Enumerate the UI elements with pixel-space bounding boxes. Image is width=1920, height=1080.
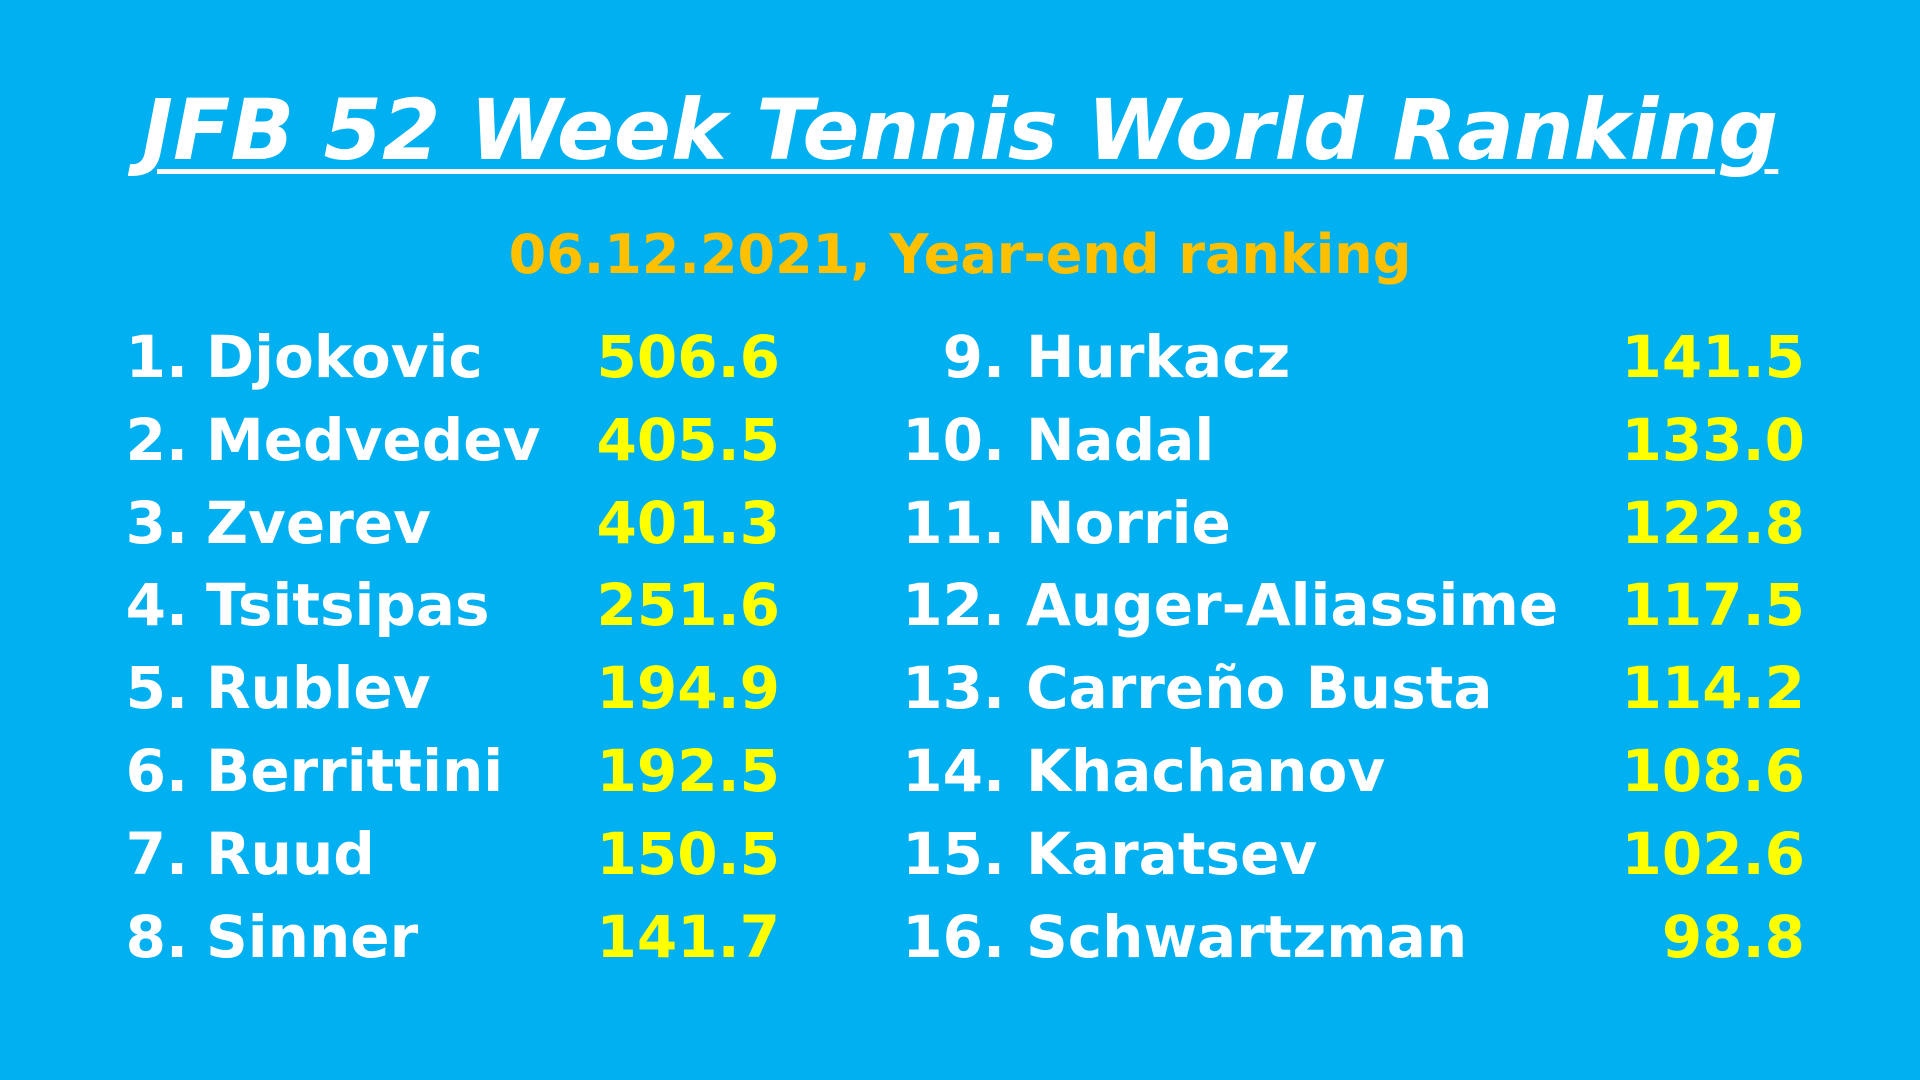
points: 405.5 bbox=[596, 405, 780, 474]
points: 98.8 bbox=[1661, 902, 1805, 971]
points: 117.5 bbox=[1621, 571, 1805, 640]
points: 506.6 bbox=[596, 323, 780, 391]
rank: 9. bbox=[942, 323, 1005, 391]
player-name: Rublev bbox=[206, 654, 431, 723]
rank: 3. bbox=[125, 488, 188, 557]
rank: 14. bbox=[902, 737, 1005, 805]
rank: 10. bbox=[902, 405, 1005, 474]
rank: 2. bbox=[125, 405, 188, 474]
player-name: Hurkacz bbox=[1026, 323, 1291, 391]
player-name: Berrittini bbox=[206, 737, 504, 805]
player-name: Khachanov bbox=[1026, 737, 1386, 805]
rank: 6. bbox=[125, 737, 188, 805]
player-name: Karatsev bbox=[1026, 819, 1318, 888]
player-name: Tsitsipas bbox=[206, 571, 490, 640]
rank: 5. bbox=[125, 654, 188, 723]
player-name: Carreño Busta bbox=[1026, 654, 1493, 723]
points: 141.5 bbox=[1621, 323, 1805, 391]
player-name: Nadal bbox=[1026, 405, 1215, 474]
points: 251.6 bbox=[596, 571, 780, 640]
points: 133.0 bbox=[1621, 405, 1805, 474]
rank: 13. bbox=[902, 654, 1005, 723]
points: 401.3 bbox=[596, 488, 780, 557]
player-name: Zverev bbox=[206, 488, 431, 557]
points: 194.9 bbox=[596, 654, 780, 723]
player-name: Sinner bbox=[206, 902, 419, 971]
player-name: Djokovic bbox=[206, 323, 483, 391]
points: 192.5 bbox=[596, 737, 780, 805]
points: 108.6 bbox=[1621, 737, 1805, 805]
points: 122.8 bbox=[1621, 488, 1805, 557]
rank: 16. bbox=[902, 902, 1005, 971]
rank: 7. bbox=[125, 819, 188, 888]
player-name: Norrie bbox=[1026, 488, 1231, 557]
rank: 1. bbox=[125, 323, 188, 391]
points: 150.5 bbox=[596, 819, 780, 888]
player-name: Medvedev bbox=[206, 405, 541, 474]
title: JFB 52 Week Tennis World Ranking bbox=[141, 81, 1779, 179]
rank: 4. bbox=[125, 571, 188, 640]
rank: 12. bbox=[902, 571, 1005, 640]
rank: 11. bbox=[902, 488, 1005, 557]
points: 141.7 bbox=[596, 902, 780, 971]
points: 102.6 bbox=[1621, 819, 1805, 888]
rank: 15. bbox=[902, 819, 1005, 888]
points: 114.2 bbox=[1621, 654, 1805, 723]
player-name: Auger-Aliassime bbox=[1026, 571, 1559, 640]
player-name: Schwartzman bbox=[1026, 902, 1468, 971]
rank: 8. bbox=[125, 902, 188, 971]
subtitle: 06.12.2021, Year-end ranking bbox=[508, 223, 1412, 286]
player-name: Ruud bbox=[206, 819, 375, 888]
